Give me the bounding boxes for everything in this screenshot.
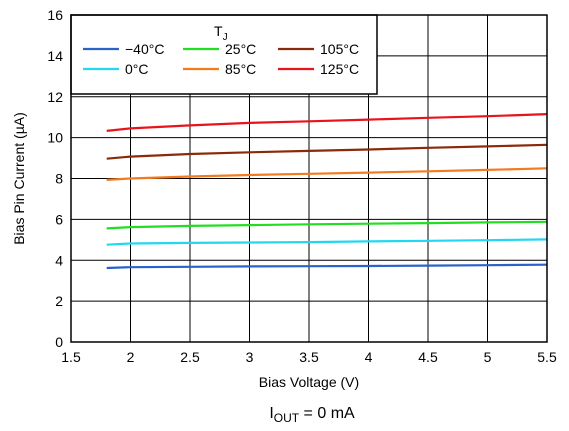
x-tick-label: 5 (484, 349, 492, 365)
y-tick-label: 6 (55, 211, 63, 227)
legend-entry: 25°C (225, 41, 256, 57)
legend: TJ −40°C 0°C 25°C 85°C 105°C 125°C (83, 23, 359, 77)
series-line (106, 220, 548, 230)
plot-frame (70, 14, 548, 343)
y-tick-label: 14 (47, 48, 63, 64)
y-tick-label: 2 (55, 293, 63, 309)
y-tick-label: 16 (47, 7, 63, 23)
y-axis-label: Bias Pin Current (µA) (11, 112, 27, 245)
series-line (106, 143, 548, 160)
x-tick-label: 2 (127, 349, 135, 365)
y-tick-label: 8 (55, 171, 63, 187)
legend-title: TJ (214, 23, 228, 43)
y-tick-label: 4 (55, 252, 63, 268)
x-tick-label: 3.5 (299, 349, 319, 365)
legend-entry: 85°C (225, 61, 256, 77)
x-axis-label: Bias Voltage (V) (259, 374, 359, 390)
legend-entry: 0°C (125, 61, 149, 77)
y-tick-label: 0 (55, 334, 63, 350)
legend-entry: −40°C (125, 41, 164, 57)
x-tick-label: 2.5 (180, 349, 200, 365)
x-tick-label: 4.5 (418, 349, 438, 365)
test-condition: IOUT = 0 mA (269, 405, 355, 425)
series-line (106, 263, 548, 270)
y-tick-label: 12 (47, 89, 63, 105)
x-tick-label: 4 (365, 349, 373, 365)
legend-entry: 125°C (320, 61, 359, 77)
y-tick-labels: 0 2 4 6 8 10 12 14 16 (47, 7, 63, 350)
series-line (106, 238, 548, 246)
x-tick-labels: 1.5 2 2.5 3 3.5 4 4.5 5 5.5 (61, 349, 557, 365)
series-line (106, 113, 548, 132)
series-layer (106, 113, 548, 270)
x-tick-label: 1.5 (61, 349, 81, 365)
x-tick-label: 5.5 (537, 349, 557, 365)
x-tick-label: 3 (246, 349, 254, 365)
legend-entry: 105°C (320, 41, 359, 57)
series-line (106, 167, 548, 181)
y-tick-label: 10 (47, 130, 63, 146)
